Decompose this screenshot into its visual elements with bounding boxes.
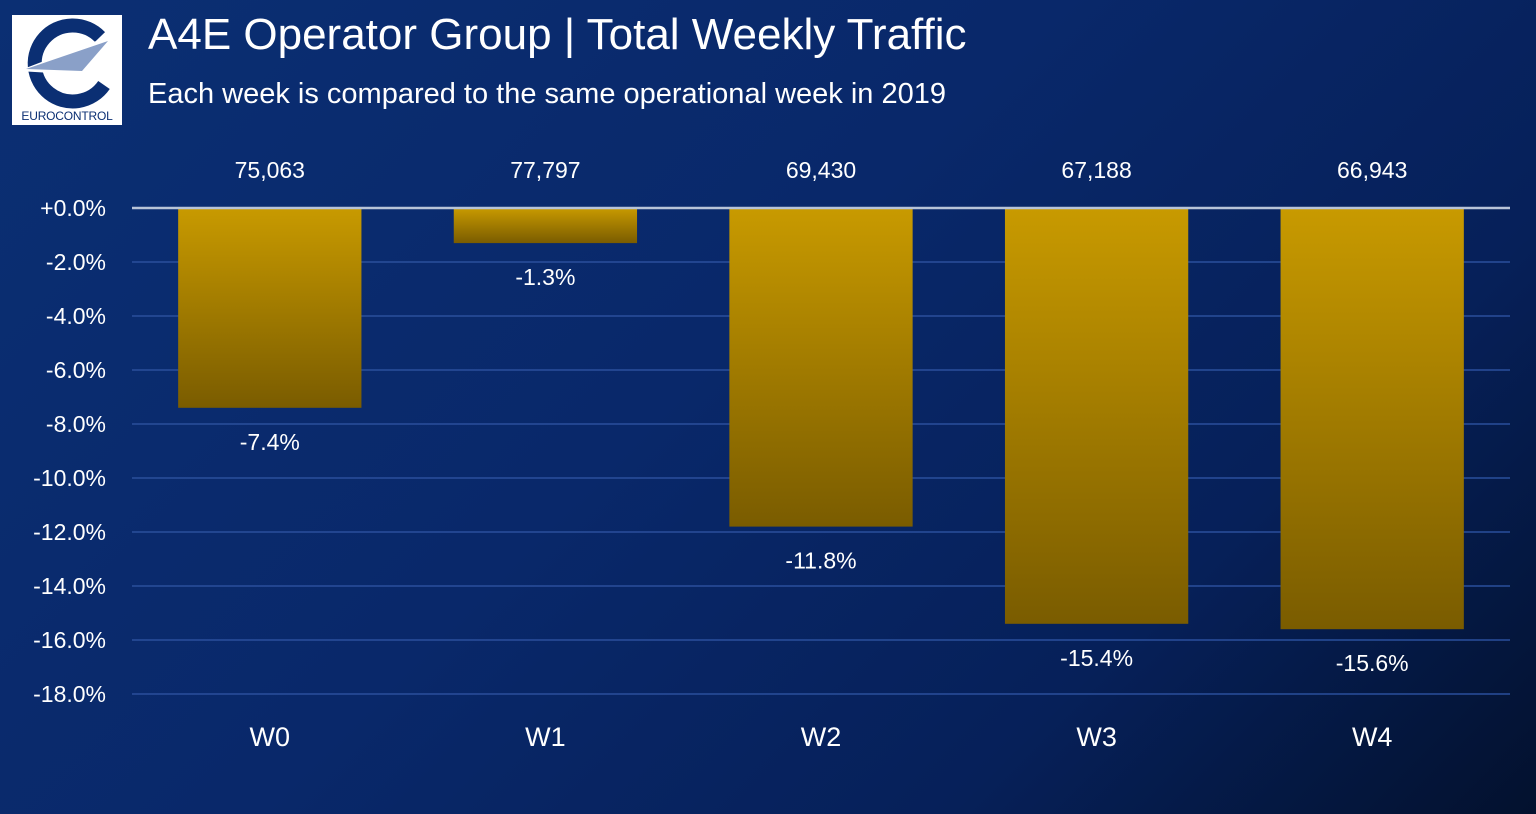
bars (178, 208, 1464, 630)
y-tick-label: -14.0% (33, 573, 106, 599)
x-axis-ticks: W0 W1 W2 W3 W4 (250, 722, 1393, 752)
y-tick-label: -2.0% (46, 249, 106, 275)
bar-w0 (178, 208, 362, 408)
y-tick-label: -12.0% (33, 519, 106, 545)
y-tick-label: -6.0% (46, 357, 106, 383)
bar-w1 (453, 208, 638, 244)
top-value-label: 69,430 (786, 157, 856, 183)
page-title: A4E Operator Group | Total Weekly Traffi… (148, 10, 967, 59)
bar-value-label: -1.3% (515, 264, 575, 290)
eurocontrol-emblem-icon (18, 18, 112, 109)
y-tick-label: -16.0% (33, 627, 106, 653)
y-tick-label: -10.0% (33, 465, 106, 491)
bar-value-label: -15.4% (1060, 645, 1133, 671)
bar-value-label: -11.8% (785, 548, 856, 574)
x-tick-label: W0 (250, 722, 291, 752)
top-value-label: 75,063 (235, 157, 305, 183)
bar-value-label: -7.4% (240, 429, 300, 455)
page-subtitle: Each week is compared to the same operat… (148, 78, 946, 110)
x-tick-label: W2 (801, 722, 842, 752)
x-tick-label: W1 (525, 722, 566, 752)
x-tick-label: W4 (1352, 722, 1393, 752)
top-value-label: 77,797 (510, 157, 580, 183)
bar-w3 (1004, 208, 1189, 624)
data-labels: 75,063 -7.4% 77,797 -1.3% 69,430 -11.8% 67,188… (235, 157, 1409, 676)
logo-text: EUROCONTROL (21, 109, 113, 123)
y-axis-ticks: +0.0% -2.0% -4.0% -6.0% -8.0% -10.0% -12.0% -14… (33, 195, 106, 707)
bar-w4 (1280, 208, 1464, 630)
bar-value-label: -15.6% (1336, 650, 1409, 676)
y-tick-label: +0.0% (40, 195, 106, 221)
y-tick-label: -18.0% (33, 681, 106, 707)
x-tick-label: W3 (1076, 722, 1117, 752)
top-value-label: 66,943 (1337, 157, 1407, 183)
y-tick-label: -8.0% (46, 411, 106, 437)
top-value-label: 67,188 (1061, 157, 1131, 183)
eurocontrol-logo: EUROCONTROL (12, 15, 122, 125)
y-tick-label: -4.0% (46, 303, 106, 329)
bar-w2 (729, 208, 913, 527)
